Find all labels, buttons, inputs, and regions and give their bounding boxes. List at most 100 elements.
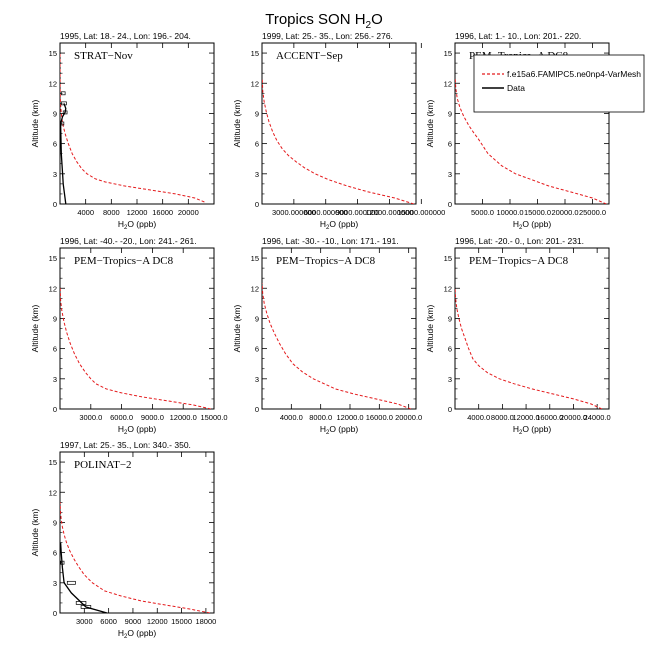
y-axis-label: Altitude (km) xyxy=(425,99,435,147)
ytick-label: 15 xyxy=(251,254,259,263)
x-axis-label-end: O (ppb) xyxy=(522,219,551,229)
ytick-label: 15 xyxy=(49,458,57,467)
xtick-label: 16000.0 xyxy=(366,413,393,422)
panel-title: 1999, Lat: 25.- 35., Lon: 256.- 276. xyxy=(262,31,393,41)
x-axis-label: H2O (ppb) xyxy=(118,219,156,231)
xtick-label: 9000.000000 xyxy=(336,208,380,217)
series-line-model xyxy=(60,53,205,203)
ytick-label: 6 xyxy=(255,345,259,354)
campaign-label: STRAT−Nov xyxy=(74,50,133,62)
campaign-label: PEM−Tropics−A DC8 xyxy=(469,255,569,267)
x-axis-label-main: H xyxy=(118,424,124,434)
y-axis-label: Altitude (km) xyxy=(30,304,40,352)
xtick-label: 15000.0 xyxy=(524,208,551,217)
ytick-label: 12 xyxy=(444,79,452,88)
plot-frame xyxy=(59,42,215,205)
x-axis-label: H2O (ppb) xyxy=(320,424,358,436)
x-axis-label-main: H xyxy=(118,219,124,229)
xtick-label: 12000.0 xyxy=(336,413,363,422)
xtick-label: 12000.0 xyxy=(513,413,540,422)
plot-frame xyxy=(454,247,610,410)
x-axis-label-sub: 2 xyxy=(124,634,128,640)
ytick-label: 9 xyxy=(53,314,57,323)
legend-box xyxy=(473,54,645,113)
legend-label-data: Data xyxy=(507,83,525,93)
xtick-label: 4000.0 xyxy=(467,413,490,422)
series-line-model xyxy=(262,283,412,409)
ytick-label: 15 xyxy=(444,49,452,58)
plot-frame xyxy=(59,451,215,614)
series-group xyxy=(455,78,607,204)
x-axis-label-end: O (ppb) xyxy=(127,219,156,229)
ytick-label: 3 xyxy=(255,375,259,384)
error-bar xyxy=(60,121,65,126)
plot-frame xyxy=(59,247,215,410)
xtick-label: 16000 xyxy=(152,208,173,217)
xtick-label: 8000 xyxy=(103,208,120,217)
figure-title: Tropics SON H2O xyxy=(265,11,383,31)
ytick-label: 0 xyxy=(255,200,259,209)
error-bar xyxy=(75,601,87,605)
xtick-label: 4000 xyxy=(77,208,94,217)
xtick-label: 10000.0 xyxy=(496,208,523,217)
panel-2: 1999, Lat: 25.- 35., Lon: 256.- 276. ACCE… xyxy=(232,31,445,231)
ytick-label: 12 xyxy=(49,488,57,497)
campaign-label: ACCENT−Sep xyxy=(276,50,343,62)
x-axis-label-main: H xyxy=(320,424,326,434)
x-axis-label: H2O (ppb) xyxy=(320,219,358,231)
ytick-label: 3 xyxy=(53,579,57,588)
panel-title: 1996, Lat: 1.- 10., Lon: 201.- 220. xyxy=(455,31,581,41)
ytick-label: 0 xyxy=(448,405,452,414)
x-axis-label-main: H xyxy=(513,424,519,434)
ytick-label: 3 xyxy=(53,375,57,384)
xtick-label: 16000.0 xyxy=(536,413,563,422)
y-axis-label: Altitude (km) xyxy=(30,508,40,556)
ytick-label: 0 xyxy=(53,200,57,209)
panel-title: 1997, Lat: 25.- 35., Lon: 340.- 350. xyxy=(60,440,191,450)
legend-label-model: f.e15a6.FAMIPC5.ne0np4-VarMesh xyxy=(507,69,641,79)
ytick-label: 12 xyxy=(251,284,259,293)
panels-container: 1995, Lat: 18.- 24., Lon: 196.- 204. STRA… xyxy=(30,31,645,640)
ytick-label: 6 xyxy=(53,140,57,149)
xtick-label: 12000.0 xyxy=(170,413,197,422)
ytick-label: 6 xyxy=(448,140,452,149)
campaign-label: PEM−Tropics−A DC8 xyxy=(276,255,376,267)
ytick-label: 0 xyxy=(255,405,259,414)
xtick-label: 20000 xyxy=(178,208,199,217)
y-axis-label: Altitude (km) xyxy=(232,99,242,147)
ytick-label: 3 xyxy=(53,170,57,179)
xtick-label: 15000.0 xyxy=(200,413,227,422)
x-axis-label-sub: 2 xyxy=(326,430,330,436)
x-axis-label-end: O (ppb) xyxy=(329,424,358,434)
x-axis-label-sub: 2 xyxy=(326,225,330,231)
x-axis-label-main: H xyxy=(320,219,326,229)
xtick-label: 15000 xyxy=(171,617,192,626)
ytick-label: 6 xyxy=(53,345,57,354)
ytick-label: 9 xyxy=(53,518,57,527)
series-line-model xyxy=(60,502,210,613)
xtick-label: 12000.000000 xyxy=(365,208,413,217)
x-axis-label-sub: 2 xyxy=(519,430,523,436)
series-group xyxy=(262,78,415,204)
legend: f.e15a6.FAMIPC5.ne0np4-VarMesh Data xyxy=(473,54,645,113)
panel-title: 1996, Lat: -30.- -10., Lon: 171.- 191. xyxy=(262,236,399,246)
ytick-label: 9 xyxy=(255,314,259,323)
ytick-label: 15 xyxy=(251,49,259,58)
ytick-label: 3 xyxy=(255,170,259,179)
x-axis-label-end: O (ppb) xyxy=(127,424,156,434)
x-axis-label-end: O (ppb) xyxy=(127,628,156,638)
campaign-label: PEM−Tropics−A DC8 xyxy=(74,255,174,267)
error-bar xyxy=(62,110,68,115)
xtick-label: 20000.0 xyxy=(560,413,587,422)
ytick-label: 12 xyxy=(444,284,452,293)
plot-frame xyxy=(261,247,417,410)
ytick-label: 0 xyxy=(53,405,57,414)
figure-title-end: O xyxy=(371,11,383,28)
xtick-label: 9000 xyxy=(125,617,142,626)
ytick-label: 9 xyxy=(448,314,452,323)
series-group xyxy=(60,502,210,613)
plot-frame xyxy=(261,42,417,205)
ytick-label: 15 xyxy=(49,254,57,263)
ytick-label: 6 xyxy=(255,140,259,149)
x-axis-label-main: H xyxy=(118,628,124,638)
